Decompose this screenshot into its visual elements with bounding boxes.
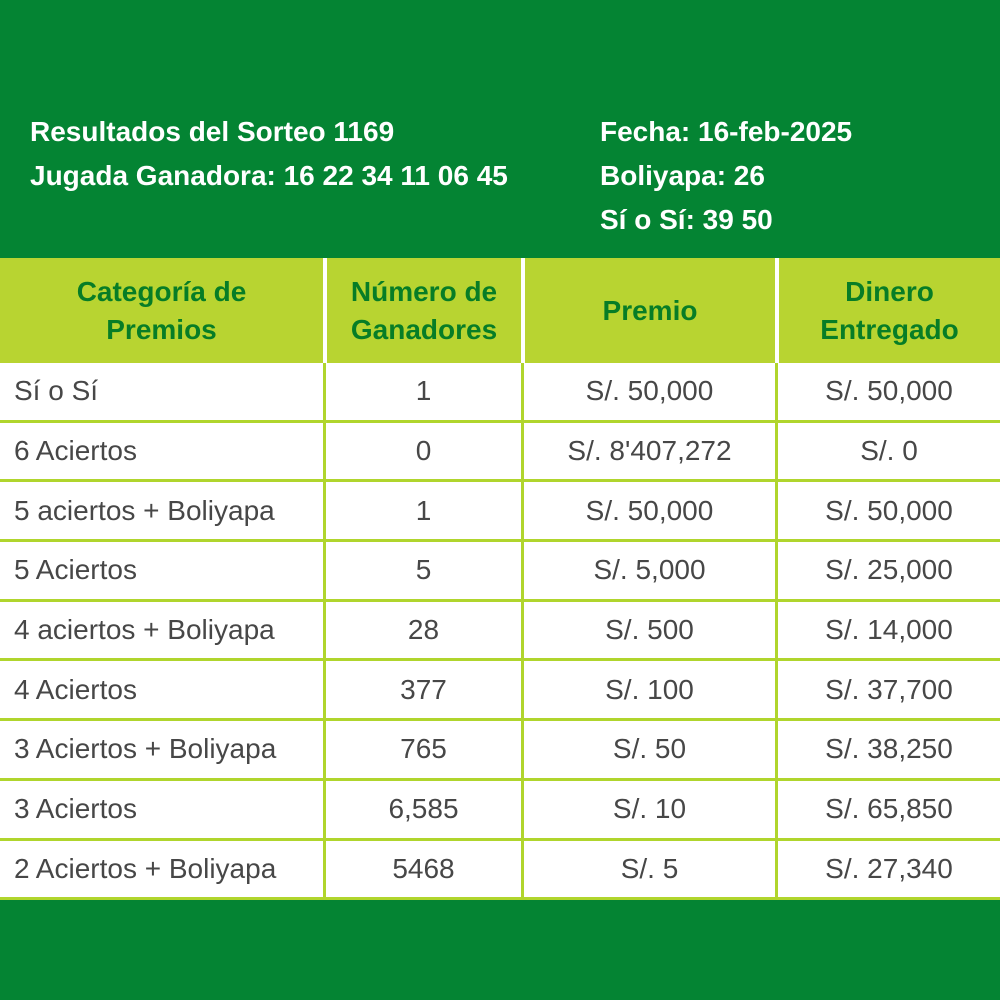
- cell-premio: S/. 10: [521, 780, 775, 838]
- results-header-right: Fecha: 16-feb-2025 Boliyapa: 26 Sí o Sí:…: [600, 110, 1000, 242]
- col-header-categoria: Categoría de Premios: [76, 275, 247, 345]
- cell-dinero: S/. 25,000: [775, 542, 1000, 599]
- sorteo-title: Resultados del Sorteo 1169: [30, 116, 395, 147]
- cell-dinero: S/. 14,000: [775, 601, 1000, 659]
- table-row: 2 Aciertos + Boliyapa 5468 S/. 5 S/. 27,…: [0, 840, 1000, 901]
- cell-dinero: S/. 38,250: [775, 721, 1000, 778]
- cell-dinero: S/. 65,850: [775, 780, 1000, 838]
- cell-ganadores: 28: [323, 601, 521, 659]
- cell-categoria: 4 aciertos + Boliyapa: [14, 614, 275, 646]
- table-row: 3 Aciertos + Boliyapa 765 S/. 50 S/. 38,…: [0, 721, 1000, 781]
- table-row: 6 Aciertos 0 S/. 8'407,272 S/. 0: [0, 422, 1000, 483]
- top-band: Resultados del Sorteo 1169 Jugada Ganado…: [0, 0, 1000, 258]
- table-row: 4 aciertos + Boliyapa 28 S/. 500 S/. 14,…: [0, 601, 1000, 662]
- jugada-ganadora: Jugada Ganadora: 16 22 34 11 06 45: [30, 160, 508, 191]
- boliyapa-label: Boliyapa: 26: [600, 160, 765, 191]
- cell-dinero: S/. 0: [775, 422, 1000, 480]
- cell-ganadores: 377: [323, 661, 521, 719]
- cell-premio: S/. 100: [521, 661, 775, 719]
- cell-dinero: S/. 50,000: [775, 363, 1000, 420]
- cell-ganadores: 5468: [323, 840, 521, 898]
- cell-ganadores: 1: [323, 482, 521, 540]
- col-header-premio: Premio: [521, 258, 775, 363]
- cell-categoria: 3 Aciertos + Boliyapa: [14, 733, 277, 765]
- cell-dinero: S/. 27,340: [775, 840, 1000, 898]
- cell-premio: S/. 50,000: [521, 482, 775, 540]
- table-row: Sí o Sí 1 S/. 50,000 S/. 50,000: [0, 363, 1000, 423]
- cell-premio: S/. 5,000: [521, 542, 775, 599]
- table-row: 4 Aciertos 377 S/. 100 S/. 37,700: [0, 661, 1000, 722]
- cell-premio: S/. 5: [521, 840, 775, 898]
- cell-ganadores: 1: [323, 363, 521, 420]
- si-o-si-label: Sí o Sí: 39 50: [600, 204, 773, 235]
- col-header-dinero: Dinero Entregado: [775, 258, 1000, 363]
- cell-premio: S/. 8'407,272: [521, 422, 775, 480]
- table-row: 5 Aciertos 5 S/. 5,000 S/. 25,000: [0, 542, 1000, 602]
- cell-premio: S/. 50: [521, 721, 775, 778]
- results-header-left: Resultados del Sorteo 1169 Jugada Ganado…: [30, 110, 600, 242]
- results-table-body: Sí o Sí 1 S/. 50,000 S/. 50,000 6 Aciert…: [0, 363, 1000, 901]
- cell-dinero: S/. 37,700: [775, 661, 1000, 719]
- cell-ganadores: 0: [323, 422, 521, 480]
- fecha-label: Fecha: 16-feb-2025: [600, 116, 853, 147]
- cell-categoria: 3 Aciertos: [14, 793, 137, 825]
- cell-categoria: 2 Aciertos + Boliyapa: [14, 852, 277, 884]
- bottom-band: [0, 900, 1000, 1000]
- cell-categoria: 4 Aciertos: [14, 673, 137, 705]
- cell-dinero: S/. 50,000: [775, 482, 1000, 540]
- cell-categoria: 5 Aciertos: [14, 554, 137, 586]
- cell-ganadores: 765: [323, 721, 521, 778]
- table-row: 3 Aciertos 6,585 S/. 10 S/. 65,850: [0, 780, 1000, 841]
- table-header-row: Categoría de Premios Número de Ganadores…: [0, 258, 1000, 363]
- table-row: 5 aciertos + Boliyapa 1 S/. 50,000 S/. 5…: [0, 482, 1000, 543]
- cell-premio: S/. 500: [521, 601, 775, 659]
- cell-ganadores: 6,585: [323, 780, 521, 838]
- cell-categoria: 5 aciertos + Boliyapa: [14, 494, 275, 526]
- cell-premio: S/. 50,000: [521, 363, 775, 420]
- cell-ganadores: 5: [323, 542, 521, 599]
- col-header-ganadores: Número de Ganadores: [323, 258, 521, 363]
- cell-categoria: Sí o Sí: [14, 375, 99, 407]
- results-header: Resultados del Sorteo 1169 Jugada Ganado…: [0, 0, 1000, 242]
- cell-categoria: 6 Aciertos: [14, 435, 137, 467]
